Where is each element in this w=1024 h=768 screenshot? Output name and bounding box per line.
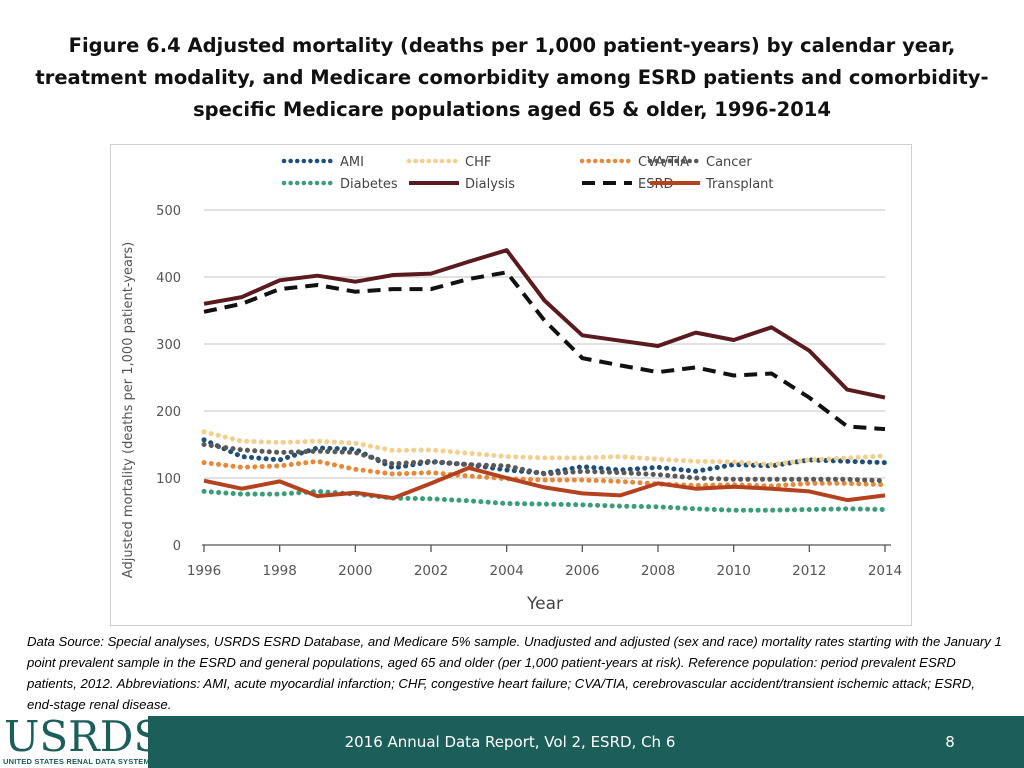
x-tick-label: 2008 <box>641 563 675 579</box>
chart-container: 0 100 200 300 400 500 1996 1998 2000 2002 2004 2006… <box>110 144 912 626</box>
y-tick-label: 0 <box>173 539 181 554</box>
y-tick-label: 300 <box>156 338 181 353</box>
legend-label: Diabetes <box>340 177 398 192</box>
x-axis-label: Year <box>526 594 563 614</box>
series-line-diabetes <box>201 488 888 513</box>
y-tick-label: 500 <box>156 204 181 219</box>
usrds-logo: USRDS UNITED STATES RENAL DATA SYSTEM <box>0 714 162 768</box>
logo-wordmark: USRDS <box>4 712 163 761</box>
axes: 0 100 200 300 400 500 1996 1998 2000 2002 2004 2006… <box>156 204 902 579</box>
legend-label: Transplant <box>705 177 774 192</box>
series-line-chf <box>201 429 888 468</box>
y-tick-label: 100 <box>156 472 181 487</box>
x-tick-label: 1996 <box>187 563 221 579</box>
x-tick-label: 2004 <box>489 563 523 579</box>
title-line-1: Figure 6.4 Adjusted mortality (deaths pe… <box>68 34 956 57</box>
series-line-transplant <box>203 465 886 503</box>
y-tick-label: 400 <box>156 271 181 286</box>
series-line-esrd <box>203 270 886 432</box>
x-tick-label: 2014 <box>868 563 902 579</box>
x-tick-label: 2010 <box>716 563 750 579</box>
x-tick-label: 2002 <box>414 563 448 579</box>
legend-label: Cancer <box>706 155 752 170</box>
y-tick-label: 200 <box>156 405 181 420</box>
legend-label: AMI <box>340 155 364 170</box>
title-line-2: treatment modality, and Medicare comorbi… <box>35 66 989 89</box>
report-title: 2016 Annual Data Report, Vol 2, ESRD, Ch… <box>344 733 676 751</box>
footer-bar: USRDS UNITED STATES RENAL DATA SYSTEM 20… <box>0 714 1024 768</box>
figure-title: Figure 6.4 Adjusted mortality (deaths pe… <box>20 30 1004 126</box>
data-source-caption: Data Source: Special analyses, USRDS ESR… <box>27 634 1002 712</box>
x-tick-label: 1998 <box>262 563 296 579</box>
x-tick-label: 2000 <box>338 563 372 579</box>
legend-label: Dialysis <box>465 177 515 192</box>
title-line-3: specific Medicare populations aged 65 & … <box>193 98 831 121</box>
series-line-cva-tia <box>201 458 888 489</box>
grid-lines <box>204 209 885 479</box>
page-number: 8 <box>945 733 955 751</box>
line-chart: 0 100 200 300 400 500 1996 1998 2000 2002 2004 2006… <box>121 155 902 614</box>
series-line-cancer <box>201 442 888 484</box>
y-axis-label: Adjusted mortality (deaths per 1,000 pat… <box>121 242 136 578</box>
logo-subtitle: UNITED STATES RENAL DATA SYSTEM <box>3 757 150 766</box>
series-line-dialysis <box>203 248 886 400</box>
x-tick-label: 2006 <box>565 563 599 579</box>
legend-label: CHF <box>465 155 491 170</box>
series-lines <box>201 248 888 513</box>
x-tick-label: 2012 <box>792 563 826 579</box>
